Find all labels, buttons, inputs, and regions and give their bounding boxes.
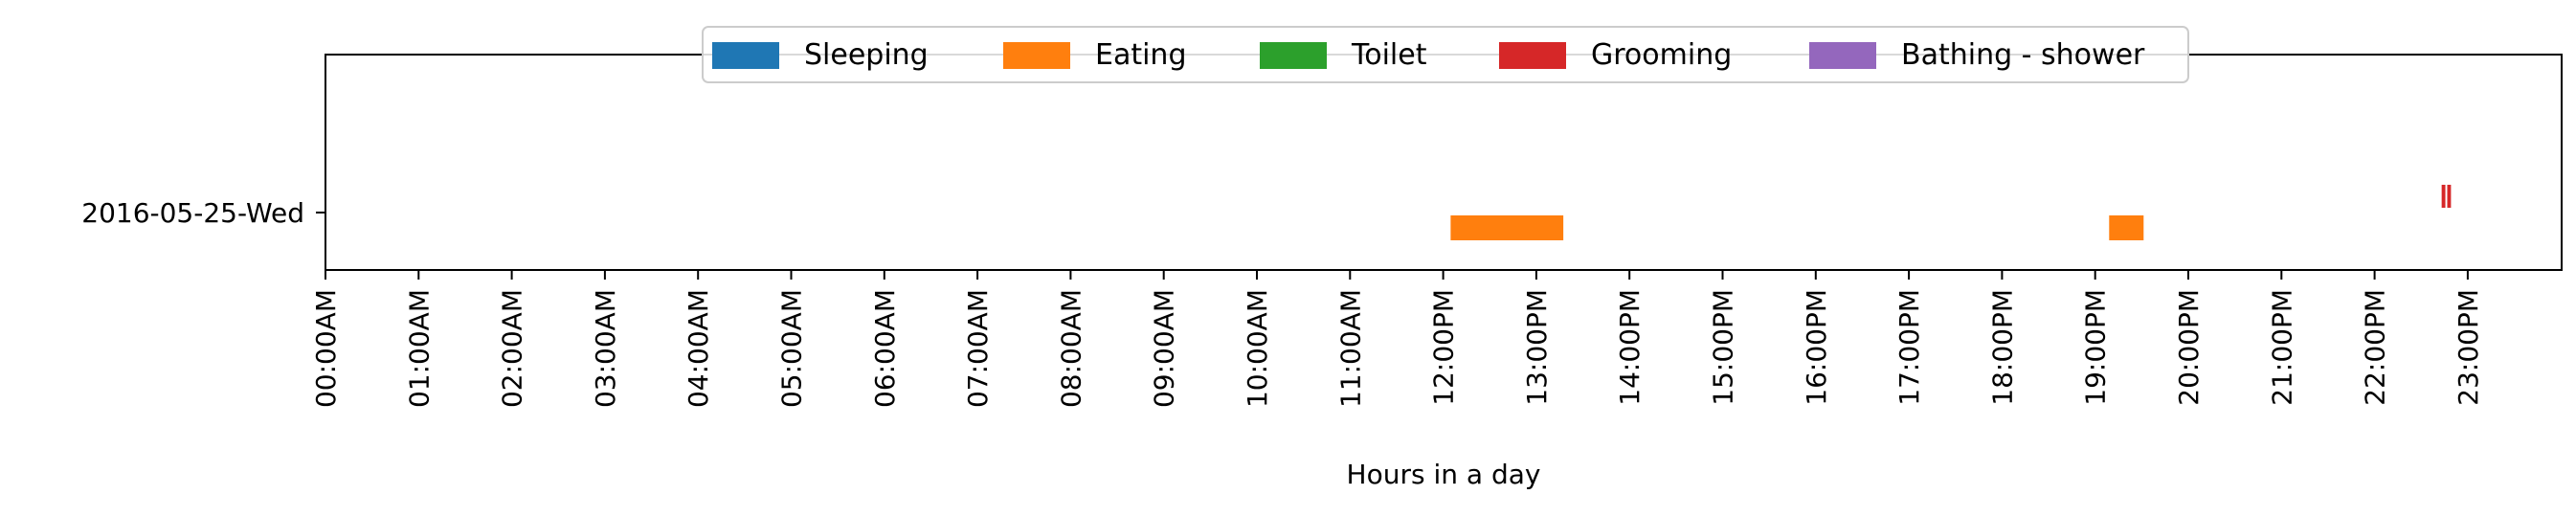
x-tick-label: 20:00PM — [2173, 289, 2205, 406]
x-tick-label: 15:00PM — [1708, 289, 1739, 406]
x-axis-label: Hours in a day — [1347, 459, 1541, 490]
legend-label: Sleeping — [804, 38, 929, 72]
x-tick-label: 06:00AM — [869, 289, 901, 408]
legend-swatch — [1003, 42, 1070, 69]
x-tick-label: 10:00AM — [1242, 289, 1273, 408]
legend-swatch — [1809, 42, 1876, 69]
x-tick-label: 13:00PM — [1521, 289, 1553, 406]
bar-eating — [2109, 215, 2144, 240]
x-tick-label: 18:00PM — [1986, 289, 2018, 406]
x-tick-label: 02:00AM — [497, 289, 528, 408]
y-axis: 2016-05-25-Wed — [81, 197, 325, 229]
x-tick-label: 17:00PM — [1893, 289, 1925, 406]
x-tick-label: 16:00PM — [1801, 289, 1832, 406]
legend-label: Eating — [1095, 38, 1187, 72]
x-tick-label: 00:00AM — [310, 289, 342, 408]
legend-swatch — [1260, 42, 1327, 69]
x-tick-label: 05:00AM — [776, 289, 808, 408]
x-axis: 00:00AM 01:00AM 02:00AM 03:00AM 04:00AM 05:00… — [310, 270, 2484, 408]
legend-label: Grooming — [1591, 38, 1732, 72]
x-tick-label: 21:00PM — [2266, 289, 2297, 406]
x-tick-label: 04:00AM — [683, 289, 714, 408]
legend-swatch — [712, 42, 779, 69]
x-tick-label: 12:00PM — [1428, 289, 1460, 406]
x-tick-label: 23:00PM — [2453, 289, 2484, 406]
legend: Sleeping Eating Toilet Grooming Bathing - sh… — [702, 26, 2189, 83]
activity-bars — [1450, 185, 2452, 240]
x-tick-label: 22:00PM — [2360, 289, 2391, 406]
bar-eating — [1450, 215, 1564, 240]
x-tick-label: 11:00AM — [1334, 289, 1366, 408]
x-tick-label: 19:00PM — [2080, 289, 2112, 406]
x-tick-label: 14:00PM — [1614, 289, 1646, 406]
x-tick-label: 09:00AM — [1149, 289, 1180, 408]
plot-frame — [325, 54, 2563, 271]
legend-label: Bathing - shower — [1901, 38, 2145, 72]
legend-swatch — [1499, 42, 1566, 69]
y-tick-label: 2016-05-25-Wed — [81, 197, 304, 229]
legend-label: Toilet — [1351, 38, 1427, 72]
bar-grooming — [2447, 185, 2452, 208]
x-tick-label: 07:00AM — [962, 289, 994, 408]
x-tick-label: 08:00AM — [1055, 289, 1086, 408]
bar-grooming — [2441, 185, 2446, 208]
x-tick-label: 03:00AM — [590, 289, 621, 408]
x-tick-label: 01:00AM — [403, 289, 435, 408]
